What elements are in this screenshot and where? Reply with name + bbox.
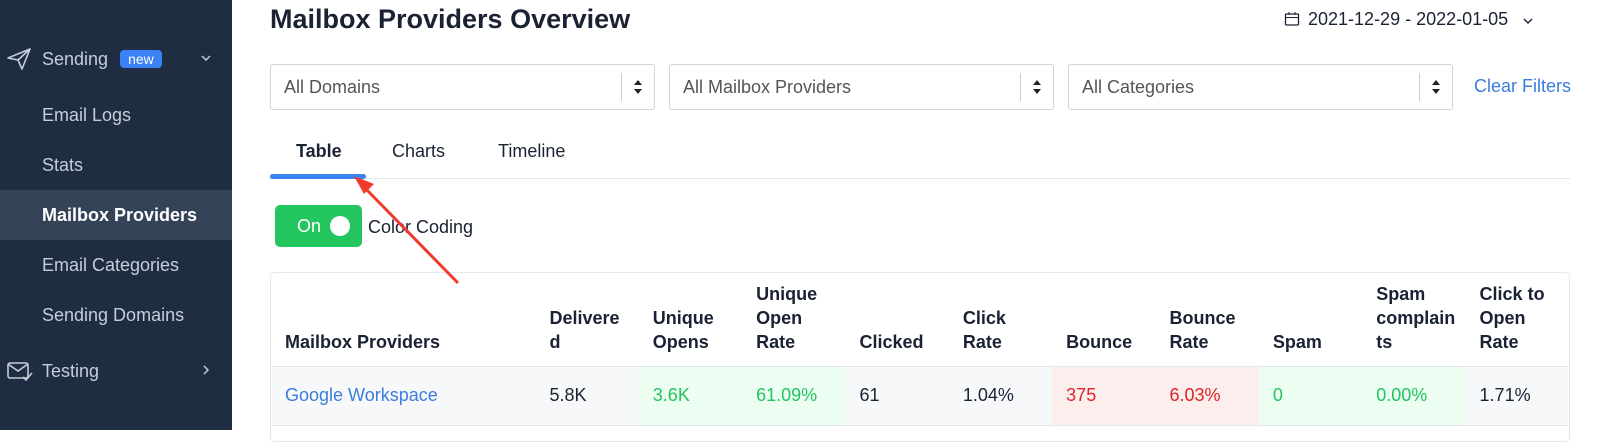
page-title: Mailbox Providers Overview (270, 4, 631, 34)
select-divider (621, 73, 622, 101)
table-cell: 3.6K (638, 366, 743, 426)
sidebar-item[interactable]: Mailbox Providers (0, 190, 232, 240)
table-cell: 61.09% (742, 366, 846, 426)
select-arrows (634, 80, 642, 94)
table-cell: 61 (845, 366, 949, 426)
column-header: Clicked (845, 273, 949, 367)
column-header: Spam complaints (1362, 273, 1466, 367)
select-value: All Domains (284, 77, 381, 97)
select[interactable]: All Categories (1068, 64, 1453, 110)
sidebar-label: Stats (42, 154, 84, 175)
toggle[interactable]: On (275, 205, 362, 247)
column-header: Spam (1258, 273, 1363, 367)
table-card: Mailbox Providers Delivered Unique Opens Un… (270, 272, 1570, 442)
send-icon (7, 48, 31, 70)
table-cell: 375 (1052, 366, 1156, 426)
column-header: Bounce Rate (1155, 273, 1259, 367)
select-arrows (1432, 80, 1440, 94)
clear-filters[interactable]: Clear Filters (1474, 76, 1572, 96)
sidebar-label: Testing (42, 360, 100, 381)
table-cell: 6.03% (1155, 366, 1259, 426)
chevron (201, 55, 211, 62)
header-row: Mailbox Providers Delivered Unique Opens Un… (271, 273, 1569, 367)
column-header: Click Rate (948, 273, 1053, 367)
sidebar-item[interactable]: Testing (0, 346, 232, 396)
select-value: All Mailbox Providers (683, 77, 852, 97)
sidebar-label: Email Categories (42, 254, 180, 275)
tab[interactable]: Timeline (498, 141, 566, 161)
sidebar-item[interactable]: Email Logs (0, 90, 232, 140)
tab-indicator (270, 174, 366, 179)
testing-icon (7, 362, 33, 382)
sidebar-item[interactable]: Email Categories (0, 240, 232, 290)
table-cell: 0.00% (1362, 366, 1466, 426)
table-body: Google Workspace 5.8K 3.6K 61.09% 61 1.04% 375… (271, 366, 1569, 426)
toggle-label: Color Coding (368, 217, 474, 237)
table-cell: 5.8K (535, 366, 639, 426)
select[interactable]: All Mailbox Providers (669, 64, 1054, 110)
column-header: Unique Open Rate (742, 273, 846, 367)
date-range[interactable]: 2021-12-29 - 2022-01-05 (1284, 9, 1533, 30)
select-arrows (1033, 80, 1041, 94)
badge: new (120, 50, 162, 68)
tab[interactable]: Charts (392, 141, 446, 161)
table: Mailbox Providers Delivered Unique Opens Un… (271, 273, 1569, 426)
sidebar-label: Mailbox Providers (42, 204, 198, 225)
chevron (203, 365, 210, 375)
toggle-knob (330, 216, 350, 236)
chevron (1523, 18, 1533, 24)
column-header: Delivered (535, 273, 639, 367)
calendar-icon (1284, 12, 1300, 26)
tab-divider (270, 178, 1570, 179)
sidebar-label: Email Logs (42, 104, 132, 125)
select-divider (1020, 73, 1021, 101)
select-value: All Categories (1082, 77, 1195, 97)
provider-link[interactable]: Google Workspace (271, 366, 536, 426)
table-row: Google Workspace 5.8K 3.6K 61.09% 61 1.04% 375… (271, 366, 1569, 426)
table-cell: 1.71% (1465, 366, 1569, 426)
select[interactable]: All Domains (270, 64, 655, 110)
sidebar-item[interactable]: Sending Domains (0, 290, 232, 340)
sidebar-item[interactable]: Sending new (0, 34, 232, 84)
column-header: Unique Opens (638, 273, 743, 367)
select-divider (1419, 73, 1420, 101)
column-header: Mailbox Providers (271, 273, 536, 367)
column-header: Click to Open Rate (1465, 273, 1569, 367)
toggle-state: On (297, 216, 322, 236)
sidebar: Sending new Email Logs Stats Mailbox Provide… (0, 0, 232, 430)
sidebar-label: Sending (42, 48, 109, 69)
tab[interactable]: Table (296, 141, 342, 161)
date-text: 2021-12-29 - 2022-01-05 (1308, 9, 1509, 29)
sidebar-label: Sending Domains (42, 304, 185, 325)
sidebar-item[interactable]: Stats (0, 140, 232, 190)
table-cell: 0 (1258, 366, 1363, 426)
table-cell: 1.04% (948, 366, 1053, 426)
column-header: Bounce (1052, 273, 1156, 367)
